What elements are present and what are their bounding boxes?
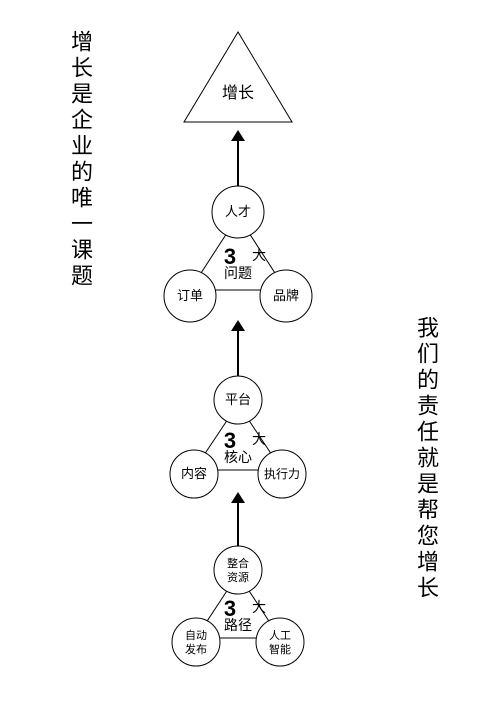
cluster-problems-line2: 问题: [224, 265, 252, 281]
node-ai: [256, 618, 304, 666]
arrow-head-2: [231, 492, 245, 503]
cluster-paths-line1: 大: [252, 599, 266, 615]
cluster-paths-line2: 路径: [224, 617, 252, 633]
cluster-cores-line2: 核心: [224, 449, 252, 465]
cluster-problems-line1: 大: [252, 247, 266, 263]
node-ai-label-a: 人工: [269, 629, 291, 642]
node-auto-publish-label-b: 发布: [185, 642, 207, 656]
arrow-head-0: [231, 130, 245, 141]
diagram-svg: 增长3大问题人才订单品牌3大核心平台内容执行力3大路径整合资源自动发布人工智能: [0, 0, 500, 707]
node-content-label: 内容: [181, 466, 207, 481]
node-integrate-resources: [214, 546, 262, 594]
node-auto-publish-label-a: 自动: [185, 629, 207, 642]
node-talent-label: 人才: [225, 204, 251, 219]
apex-triangle: [184, 32, 292, 122]
node-execution-label: 执行力: [264, 467, 300, 481]
node-integrate-resources-label-b: 资源: [227, 570, 249, 584]
node-platform-label: 平台: [225, 392, 251, 407]
node-auto-publish: [172, 618, 220, 666]
node-ai-label-b: 智能: [269, 642, 291, 656]
cluster-cores-line1: 大: [252, 431, 266, 447]
diagram-canvas: 增长是企业的唯一课题 我们的责任就是帮您增长 增长3大问题人才订单品牌3大核心平…: [0, 0, 500, 707]
node-integrate-resources-label-a: 整合: [227, 556, 249, 570]
apex-label: 增长: [222, 84, 254, 102]
node-orders-label: 订单: [177, 288, 203, 303]
node-brand-label: 品牌: [273, 288, 299, 303]
arrow-head-1: [231, 320, 245, 331]
